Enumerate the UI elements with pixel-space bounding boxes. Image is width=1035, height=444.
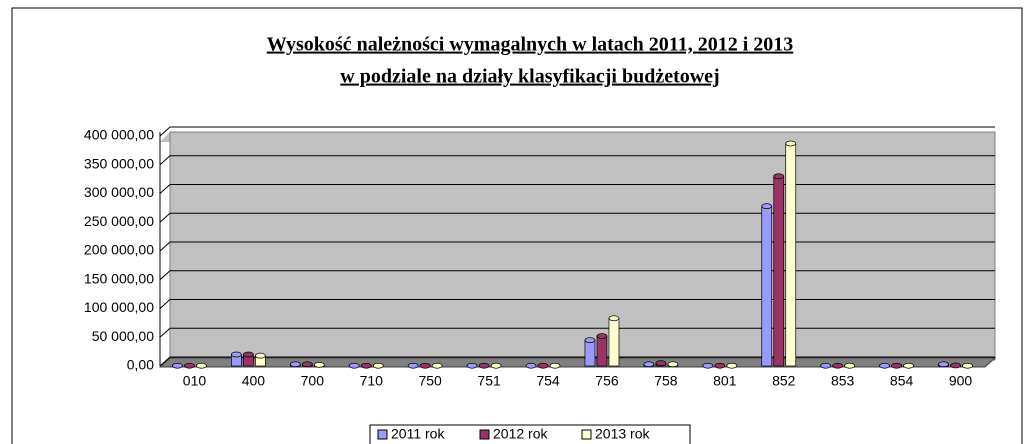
legend-swatch: [377, 429, 388, 440]
y-tick-label: 300 000,00: [84, 184, 154, 200]
x-tick-label: 754: [536, 373, 560, 389]
plot-floor: [158, 357, 997, 368]
bar-cap: [820, 362, 832, 369]
bar-cap: [773, 173, 785, 180]
y-tick-label: 400 000,00: [84, 127, 154, 143]
bar-cap: [196, 362, 207, 369]
x-tick-label: 853: [831, 373, 855, 389]
bar: [785, 143, 797, 367]
bar-cap: [313, 362, 325, 368]
y-tick-label: 150 000,00: [84, 270, 154, 286]
x-tick-label: 710: [360, 373, 384, 389]
bar-cap: [255, 352, 266, 359]
bar-cap: [549, 362, 561, 369]
bar-cap: [655, 360, 667, 366]
grid-line: [159, 356, 995, 367]
bar-cap: [184, 362, 195, 369]
legend-label: 2013 rok: [595, 426, 650, 442]
bar-cap: [431, 362, 443, 369]
chart-title: Wysokość należności wymagalnych w latach…: [267, 34, 794, 56]
bar-cap: [490, 362, 502, 369]
bar-cap: [761, 203, 773, 209]
legend-label: 2012 rok: [493, 426, 548, 442]
bar-cap: [714, 362, 726, 369]
grid-line: [159, 327, 995, 338]
bar-cap: [785, 140, 797, 147]
bar-cap: [525, 362, 537, 369]
x-tick-label: 852: [772, 373, 796, 389]
x-tick-label: 700: [301, 373, 325, 389]
x-tick-label: 758: [654, 373, 678, 389]
grid-line: [159, 155, 995, 166]
bar-cap: [726, 362, 738, 369]
bar-cap: [962, 362, 973, 369]
bar-cap: [360, 362, 372, 369]
bar-cap: [407, 362, 419, 369]
bar-cap: [903, 362, 914, 369]
y-tick-label: 100 000,00: [84, 299, 154, 315]
x-tick-label: 756: [595, 373, 619, 389]
bar: [584, 339, 596, 367]
y-tick-label: 200 000,00: [84, 242, 154, 258]
bar-cap: [584, 337, 596, 343]
bar-cap: [419, 362, 431, 369]
x-tick-label: 010: [183, 373, 207, 389]
grid-line: [159, 270, 995, 281]
x-tick-label: 854: [890, 373, 914, 389]
grid-line: [159, 212, 995, 223]
grid-line: [159, 241, 995, 252]
bar-cap: [348, 362, 360, 369]
grid-line: [159, 126, 995, 137]
grid-line: [159, 299, 995, 309]
bar-cap: [596, 333, 608, 339]
bar-cap: [231, 351, 242, 358]
bar-cap: [466, 362, 478, 369]
x-tick-label: 900: [949, 373, 973, 389]
bar-cap: [879, 362, 890, 369]
legend-swatch: [581, 429, 592, 440]
x-tick-label: 751: [477, 373, 501, 389]
x-tick-label: 801: [713, 373, 737, 389]
plot-back-wall: [169, 131, 996, 361]
chart-subtitle: w podziale na działy klasyfikacji budżet…: [340, 66, 719, 88]
bar-cap: [891, 362, 902, 369]
y-tick-label: 0,00: [127, 357, 154, 373]
bar-cap: [938, 361, 949, 368]
bar-cap: [667, 361, 679, 368]
bar-cap: [243, 351, 254, 358]
bar: [761, 205, 773, 367]
bar: [608, 317, 620, 367]
legend-box: [369, 424, 691, 444]
bar-cap: [537, 362, 549, 369]
bar-cap: [372, 362, 384, 369]
bar-cap: [844, 362, 856, 369]
bar-cap: [950, 362, 961, 369]
x-tick-label: 750: [418, 373, 442, 389]
y-tick-label: 350 000,00: [84, 155, 154, 171]
x-tick-label: 400: [242, 373, 266, 389]
y-tick-label: 50 000,00: [92, 328, 154, 344]
bar-cap: [478, 362, 490, 369]
grid-line: [159, 184, 995, 194]
bar: [596, 335, 608, 367]
y-tick-label: 250 000,00: [84, 213, 154, 229]
bar-cap: [301, 361, 313, 368]
bar-cap: [702, 362, 714, 369]
bar: [773, 175, 785, 367]
bar-cap: [643, 361, 655, 368]
bar-cap: [289, 361, 301, 368]
bar-cap: [608, 315, 620, 322]
bar-cap: [172, 362, 183, 369]
legend-swatch: [479, 429, 490, 440]
legend-label: 2011 rok: [391, 426, 445, 442]
bar-cap: [832, 362, 844, 369]
